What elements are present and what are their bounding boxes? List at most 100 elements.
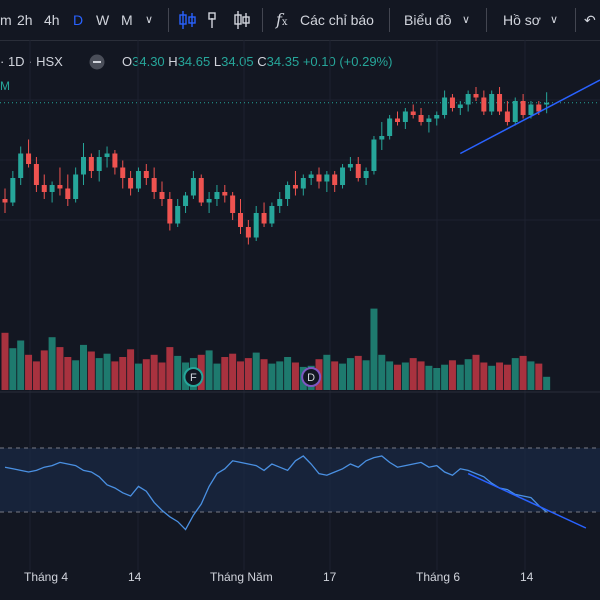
volume-bar [401,362,409,390]
volume-bar [535,363,543,390]
chevron-down-icon[interactable]: ∨ [145,14,154,26]
toolbar-divider [168,8,169,32]
volume-bar [425,365,433,390]
volume-bar [9,348,17,390]
candle-body [175,206,181,224]
candle-body [33,164,39,185]
chart-menu-button[interactable]: Biểu đồ [404,12,452,28]
volume-bar [260,359,268,390]
interval-2h[interactable]: 2h [17,12,33,28]
candle-body [324,174,330,182]
collapse-icon[interactable] [89,54,105,70]
candle-body [151,178,157,192]
volume-bar [244,358,252,390]
volume-bar [417,361,425,390]
volume-bar [496,362,504,390]
candle-body [206,199,212,203]
volume-bar [433,368,441,390]
candle-body [457,104,463,108]
candle-body [245,227,251,238]
candle-body [347,164,353,168]
volume-bar [284,357,292,390]
high-label: H [168,54,178,69]
rsi-trend-line[interactable] [467,472,587,529]
interval-week[interactable]: W [96,12,110,28]
candles-white-icon[interactable] [234,11,250,29]
chevron-down-icon[interactable]: ∨ [462,14,471,26]
volume-bar [323,354,331,390]
interval-minute[interactable]: m [0,12,12,28]
candle-body [104,153,110,157]
volume-bar [252,352,260,390]
low-label: L [213,54,222,69]
fx-icon: fx [276,10,288,29]
volume-bar [127,349,135,390]
open-value: 34.30 [132,54,165,69]
high-value: 34.65 [177,54,211,69]
candle-body [2,199,8,203]
price-trend-line[interactable] [459,79,600,155]
candle-body [57,185,63,189]
volume-bar [503,364,511,390]
candles [2,87,550,245]
candle-body [473,94,479,98]
candle-body [198,178,204,203]
volume-bar [464,359,472,390]
volume-bar [370,308,378,390]
candle-body [65,188,71,199]
candle-body [512,101,518,122]
candle-body [449,97,455,108]
volume-bar [103,353,111,390]
bar-chart-icon[interactable] [208,12,216,28]
candle-body [190,178,196,196]
interval-month[interactable]: M [121,12,133,28]
volume-bar [142,359,150,390]
candle-body [261,213,267,224]
profile-button[interactable]: Hồ sơ [503,12,541,28]
volume-bar [362,360,370,390]
candle-body [214,192,220,199]
chevron-down-icon[interactable]: ∨ [550,14,559,26]
candle-body [73,174,79,199]
volume-bar [268,363,276,390]
candle-body [308,174,314,178]
x-tick-label: Tháng 6 [416,570,461,584]
volume-bar [17,340,25,390]
volume-bar [480,362,488,390]
volume-bar [291,362,299,390]
partial-legend-label: M [0,79,10,93]
candle-body [363,171,369,178]
chart-type-icons [179,11,250,29]
volume-bar [25,354,33,390]
volume-bar [166,347,174,390]
volume-bar [40,350,48,390]
volume-bar [386,361,394,390]
volume-bar [80,344,87,390]
rsi-line [4,455,548,531]
x-tick-label: Tháng Năm [210,570,273,584]
undo-icon[interactable]: ↶ [584,12,596,28]
volume-bar [213,363,221,390]
candle-body [230,195,236,213]
ohlc-legend: O34.30 H34.65 L34.05 C34.35 +0.10 (+0.29… [122,54,392,69]
event-marker-F[interactable] [183,367,204,387]
volume-bar [48,337,56,390]
indicators-button[interactable]: Các chỉ báo [300,12,374,28]
volume-bar [543,376,551,390]
volume-bar [111,361,119,390]
candle-body [269,206,275,224]
candle-body [143,171,149,178]
interval-day[interactable]: D [73,12,84,28]
volume-bar [221,357,229,390]
interval-4h[interactable]: 4h [44,12,60,28]
volume-bar [276,361,284,390]
volume-bar [134,363,142,390]
volume-bar [488,365,496,390]
candles-blue-icon[interactable] [179,11,196,29]
event-marker-D[interactable] [301,367,322,387]
low-value: 34.05 [221,54,254,69]
candle-body [426,118,432,122]
candle-body [544,102,550,105]
